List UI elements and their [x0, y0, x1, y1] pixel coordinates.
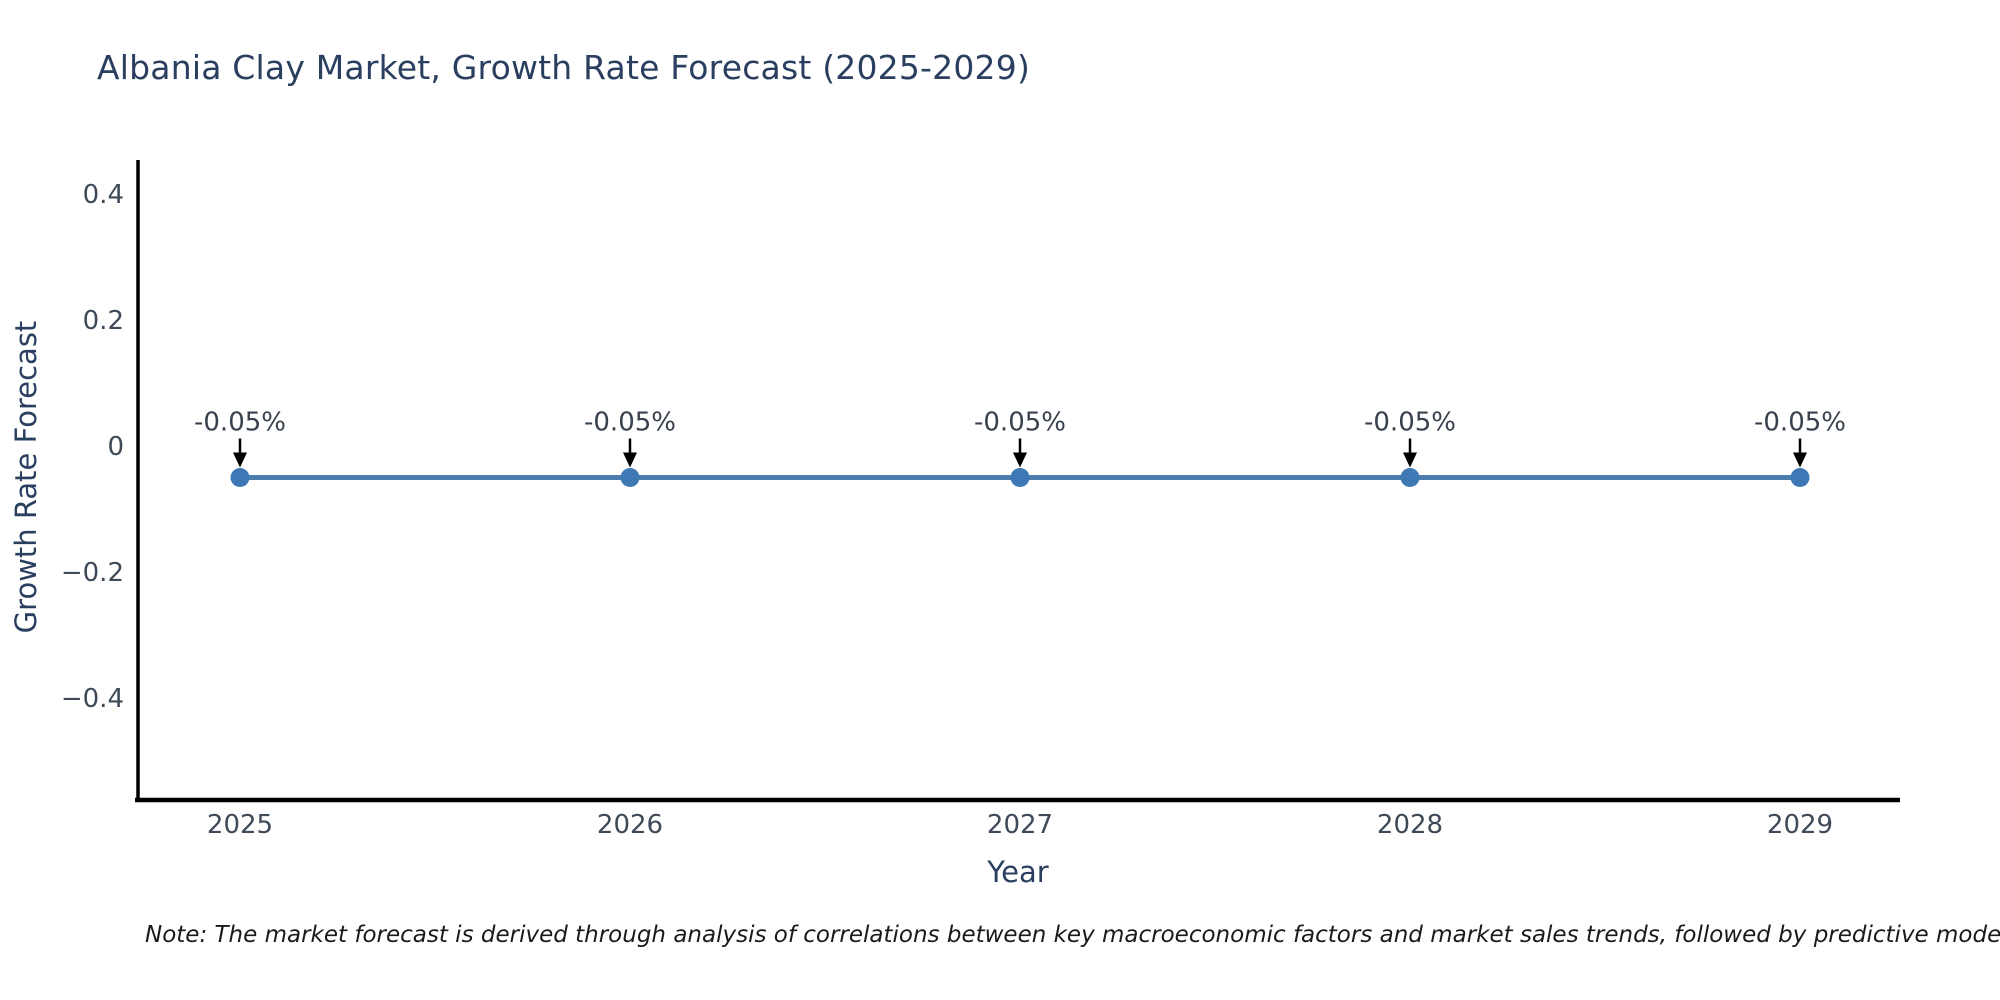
- annotation-arrowhead: [623, 452, 637, 468]
- data-point-marker: [1400, 468, 1420, 487]
- annotation-label: -0.05%: [194, 408, 286, 438]
- annotation-arrowhead: [1013, 452, 1027, 468]
- annotation-arrowhead: [1793, 452, 1807, 468]
- annotation-label: -0.05%: [1364, 408, 1456, 438]
- data-point-marker: [1010, 468, 1030, 487]
- data-point-marker: [230, 468, 250, 487]
- x-tick-label: 2025: [207, 810, 273, 840]
- data-point-marker: [1790, 468, 1810, 487]
- annotation-label: -0.05%: [584, 408, 676, 438]
- footnote: Note: The market forecast is derived thr…: [145, 922, 2000, 948]
- annotation-label: -0.05%: [974, 408, 1066, 438]
- x-tick-label: 2029: [1767, 810, 1833, 840]
- annotation-label: -0.05%: [1754, 408, 1846, 438]
- x-axis-title: Year: [987, 855, 1049, 889]
- annotation-arrowhead: [1403, 452, 1417, 468]
- annotation-arrowhead: [233, 452, 247, 468]
- chart-title: Albania Clay Market, Growth Rate Forecas…: [97, 48, 1031, 87]
- x-tick-label: 2026: [597, 810, 663, 840]
- y-tick-label: 0: [107, 432, 124, 462]
- y-tick-label: −0.2: [61, 558, 124, 588]
- y-tick-label: 0.4: [83, 180, 124, 210]
- x-tick-label: 2028: [1377, 810, 1443, 840]
- y-tick-label: 0.2: [83, 306, 124, 336]
- y-tick-label: −0.4: [61, 684, 124, 714]
- x-tick-label: 2027: [987, 810, 1053, 840]
- data-point-marker: [620, 468, 640, 487]
